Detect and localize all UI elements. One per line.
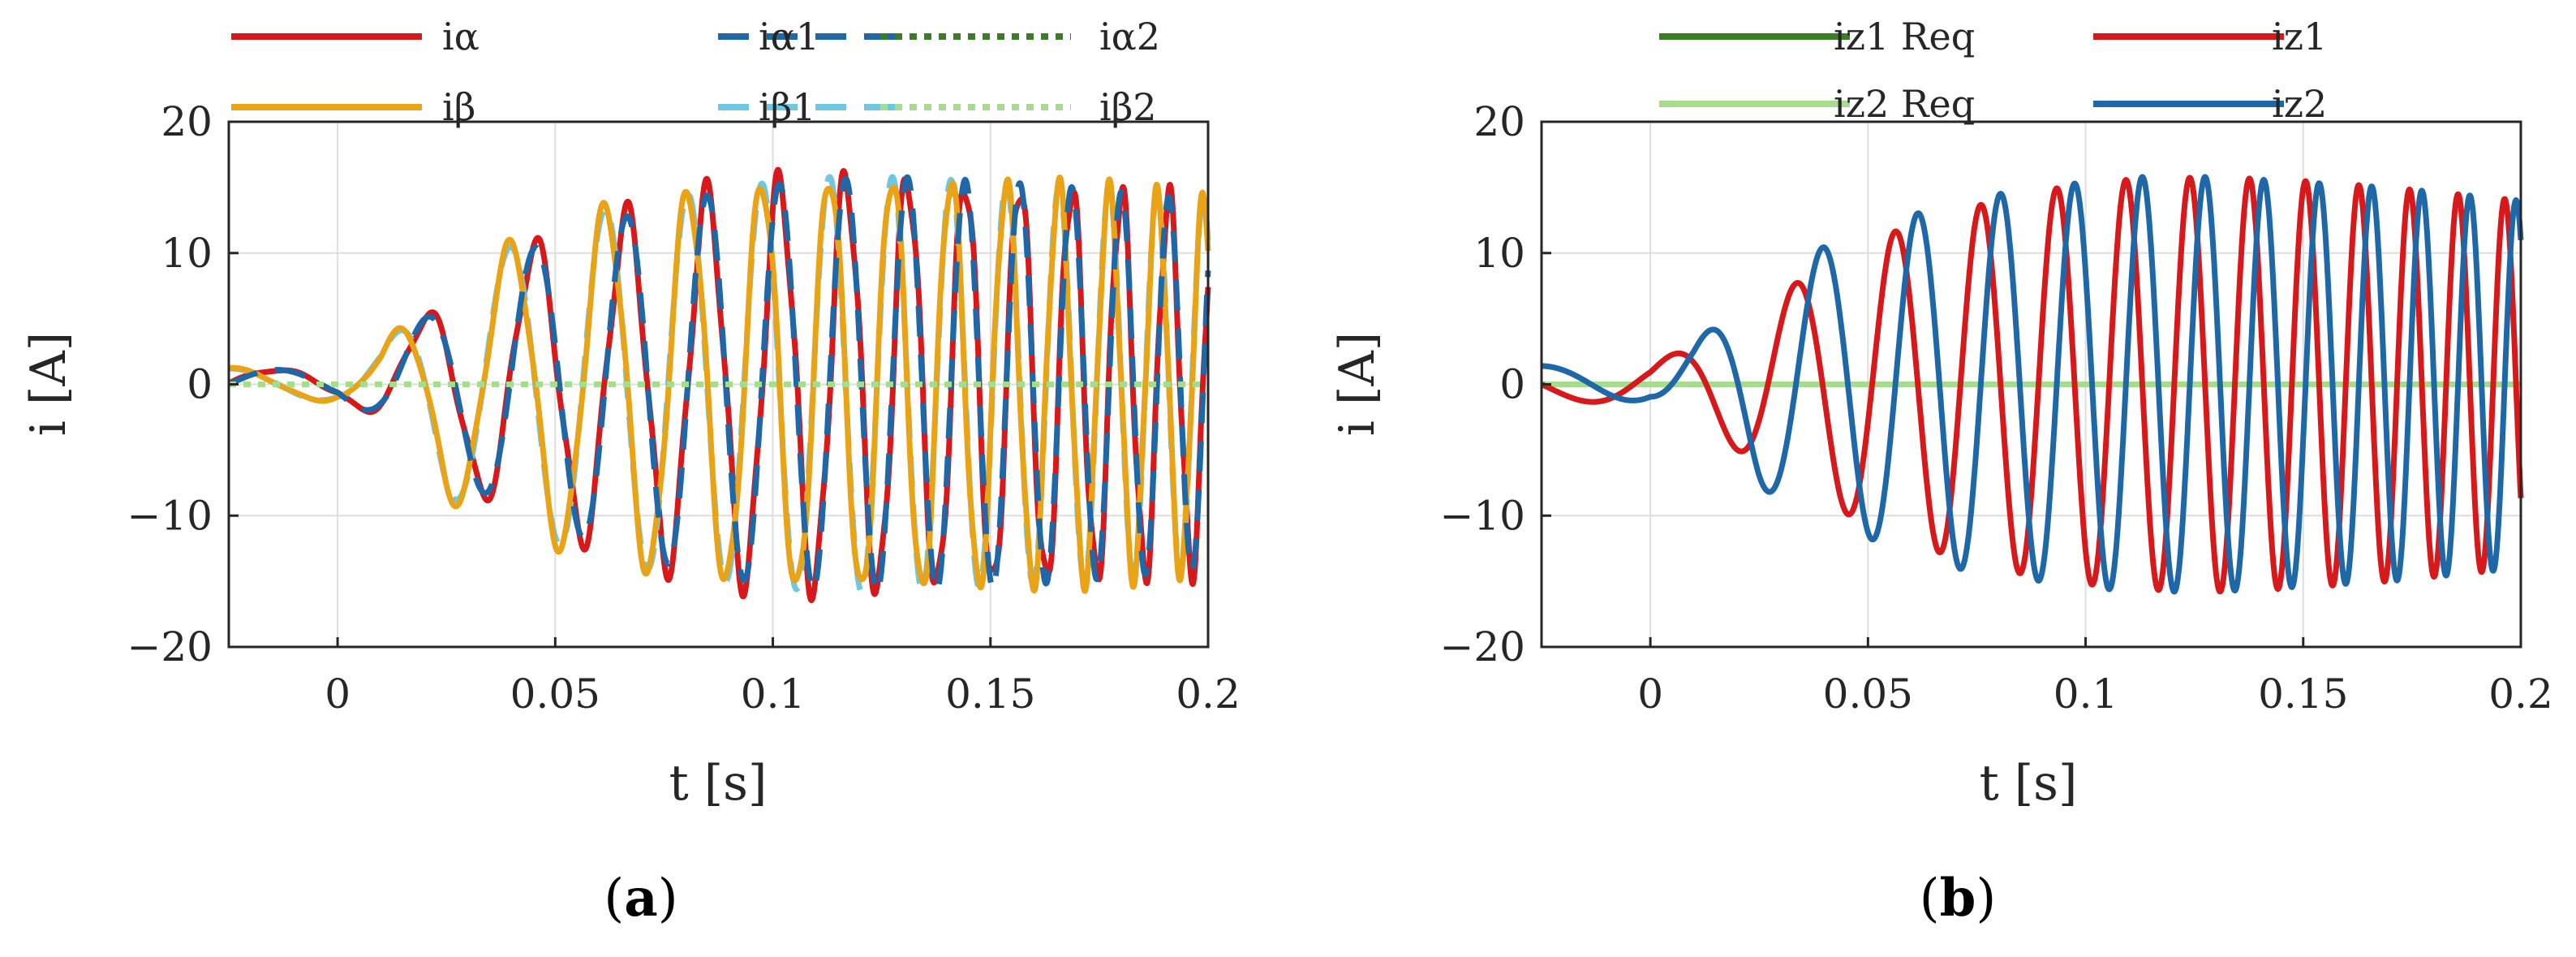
y-tick-label: 10 — [1473, 230, 1525, 277]
x-tick-label: 0.1 — [741, 670, 806, 718]
series-layer-b — [1539, 174, 2524, 595]
series-layer-a — [226, 166, 1211, 604]
x-ticks-a: 0 0.05 0.1 0.15 0.2 — [325, 637, 1241, 718]
series-line-b-iz2 — [1539, 174, 2524, 595]
series-line-b-iz1 — [1539, 175, 2524, 595]
legend-label: iβ — [442, 85, 475, 129]
x-axis-label-b: t [s] — [1980, 755, 2078, 812]
legend-label: iα — [442, 15, 480, 58]
y-tick-label: 20 — [161, 98, 213, 145]
y-ticks-b: −20 −10 0 10 20 — [1439, 98, 1551, 670]
panel-letter-b: b — [1940, 868, 1976, 929]
y-tick-label: −20 — [1439, 623, 1525, 670]
legend-label: iz1 Req — [1834, 15, 1975, 58]
y-tick-label: 0 — [1499, 361, 1525, 408]
x-tick-label: 0.2 — [2488, 670, 2553, 718]
x-axis-label-a: t [s] — [669, 755, 768, 812]
legend-label: iβ2 — [1099, 85, 1157, 129]
panel-label-b: (b) — [1920, 868, 1997, 929]
x-tick-label: 0.15 — [945, 670, 1035, 718]
series-line-a-iβ — [226, 175, 1211, 594]
y-tick-label: 10 — [161, 230, 213, 277]
x-tick-label: 0.05 — [1823, 670, 1913, 718]
legend-label: iz2 — [2272, 82, 2327, 126]
series-line-a-iα1 — [226, 174, 1211, 594]
y-tick-label: −10 — [1439, 492, 1525, 539]
y-tick-label: −20 — [127, 623, 213, 670]
x-tick-label: 0.05 — [510, 670, 600, 718]
y-axis-label-a: i [A] — [20, 332, 77, 436]
y-tick-label: 20 — [1473, 98, 1525, 145]
legend-label: iz2 Req — [1834, 82, 1975, 126]
x-tick-label: 0.1 — [2053, 670, 2118, 718]
legend-b: iz1 Req iz1 iz2 Req iz2 — [1659, 15, 2327, 126]
x-tick-label: 0 — [1637, 670, 1663, 718]
panel-label-a: (a) — [604, 868, 677, 929]
y-ticks-a: −20 −10 0 10 20 — [127, 98, 239, 670]
x-tick-label: 0.15 — [2258, 670, 2348, 718]
y-tick-label: −10 — [127, 492, 213, 539]
x-tick-label: 0 — [325, 670, 350, 718]
legend-label: iα2 — [1099, 15, 1160, 58]
x-ticks-b: 0 0.05 0.1 0.15 0.2 — [1637, 637, 2553, 718]
panel-letter-a: a — [624, 868, 657, 929]
legend-a: iα iα1 iα2 iβ iβ1 iβ2 — [231, 15, 1160, 129]
legend-label: iβ1 — [759, 85, 816, 129]
legend-label: iα1 — [759, 15, 819, 58]
y-axis-label-b: i [A] — [1329, 332, 1386, 436]
x-tick-label: 0.2 — [1176, 670, 1241, 718]
y-tick-label: 0 — [187, 361, 213, 408]
legend-label: iz1 — [2272, 15, 2327, 58]
